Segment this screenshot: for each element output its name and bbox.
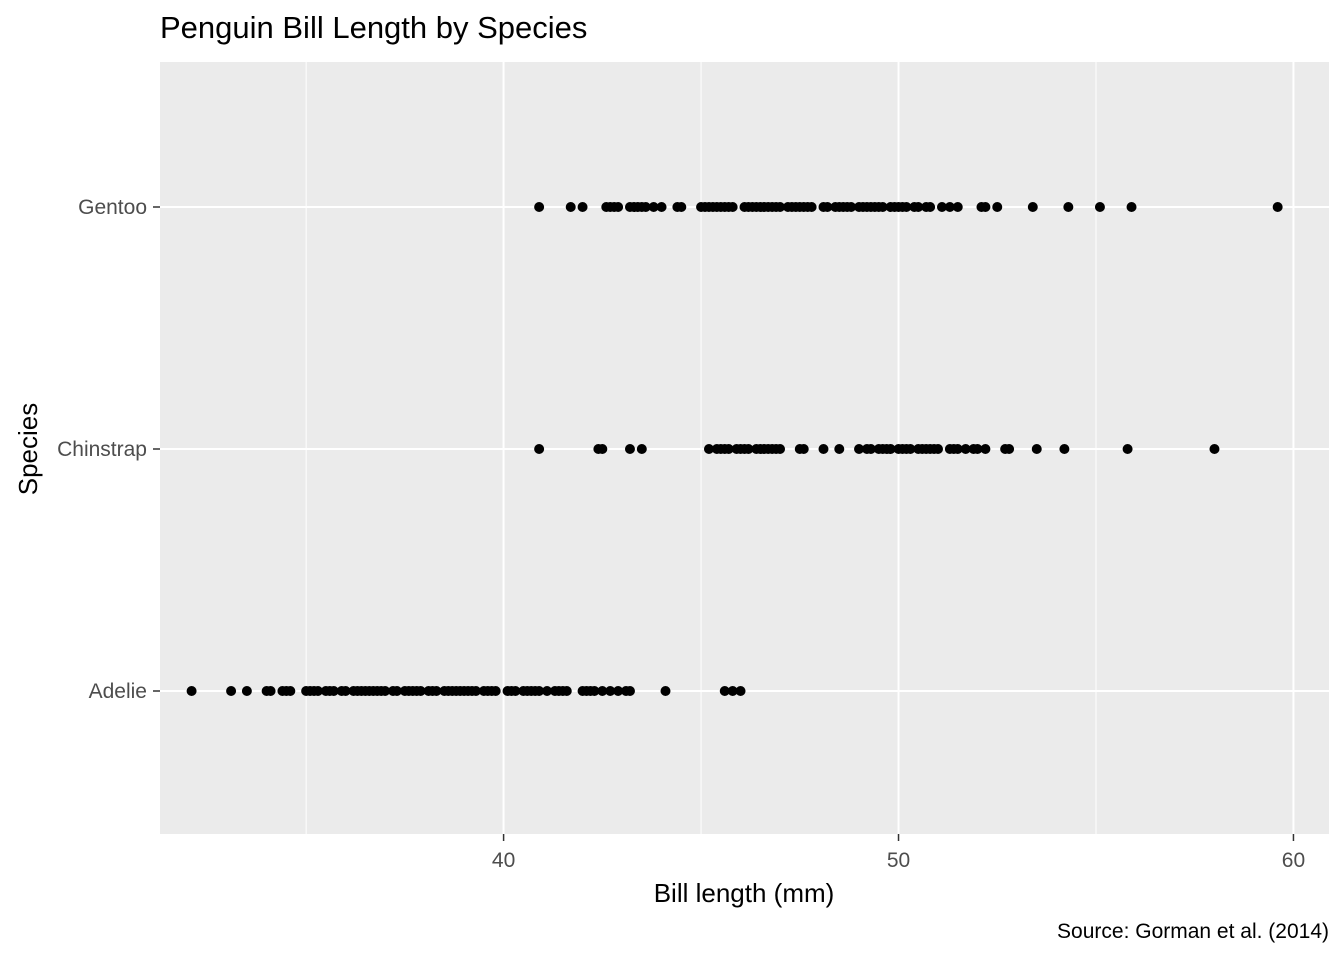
chart-caption: Source: Gorman et al. (2014) [1057,920,1329,943]
data-point [933,444,944,454]
data-point [727,202,738,212]
data-point [936,202,947,212]
x-tick-label: 40 [492,849,515,872]
data-point [660,686,671,696]
data-point [1272,202,1283,212]
data-point [431,686,442,696]
y-tick-label: Adelie [89,680,147,703]
data-point [613,202,624,212]
data-point [901,202,912,212]
data-point [865,444,876,454]
data-point [1126,202,1137,212]
data-point [1094,202,1105,212]
data-point [743,444,754,454]
data-point [470,686,481,696]
data-point [822,202,833,212]
data-point [1004,444,1015,454]
x-tick-label: 50 [887,849,910,872]
data-point [624,686,635,696]
data-point [723,444,734,454]
data-point [186,686,197,696]
data-points [186,202,1283,696]
data-point [703,444,714,454]
data-point [925,202,936,212]
data-point [1122,444,1133,454]
data-point [818,444,829,454]
y-tick-label: Chinstrap [57,438,147,461]
data-point [905,444,916,454]
data-point [854,444,865,454]
data-point [391,686,402,696]
data-point [597,686,608,696]
data-point [415,686,426,696]
data-point [885,444,896,454]
data-point [565,202,576,212]
data-point [846,202,857,212]
data-point [952,444,963,454]
data-point [577,202,588,212]
data-point [380,686,391,696]
data-point [775,202,786,212]
data-point [775,444,786,454]
data-point [719,686,730,696]
data-point [542,686,553,696]
data-point [589,686,600,696]
data-point [1027,202,1038,212]
data-point [534,202,545,212]
data-point [992,202,1003,212]
y-tick-label: Gentoo [78,196,147,219]
data-point [534,444,545,454]
data-point [913,202,924,212]
data-point [972,444,983,454]
data-point [226,686,237,696]
data-point [1209,444,1220,454]
data-point [597,444,608,454]
data-point [640,202,651,212]
data-point [1063,202,1074,212]
data-point [656,202,667,212]
data-point [605,686,616,696]
data-point [960,444,971,454]
x-tick-label: 60 [1282,849,1305,872]
data-point [624,444,635,454]
data-point [798,444,809,454]
data-point [265,686,276,696]
data-point [510,686,521,696]
data-point [1031,444,1042,454]
x-axis-title: Bill length (mm) [654,878,835,908]
data-point [944,202,955,212]
data-point [735,686,746,696]
data-point [561,686,572,696]
data-point [613,686,624,696]
chart-title: Penguin Bill Length by Species [160,10,588,45]
data-point [806,202,817,212]
data-point [727,686,738,696]
data-point [312,686,323,696]
data-point [980,202,991,212]
y-axis-title: Species [13,403,43,496]
data-point [328,686,339,696]
data-point [877,202,888,212]
data-point [490,686,501,696]
data-point [952,202,963,212]
data-point [241,686,252,696]
data-point [648,202,659,212]
data-point [834,444,845,454]
data-point [285,686,296,696]
data-point [636,444,647,454]
data-point [340,686,351,696]
x-axis: 40 50 60 [492,834,1305,872]
data-point [1059,444,1070,454]
data-point [980,444,991,454]
data-point [676,202,687,212]
data-point [534,686,545,696]
y-axis: Adelie Chinstrap Gentoo [57,196,160,703]
